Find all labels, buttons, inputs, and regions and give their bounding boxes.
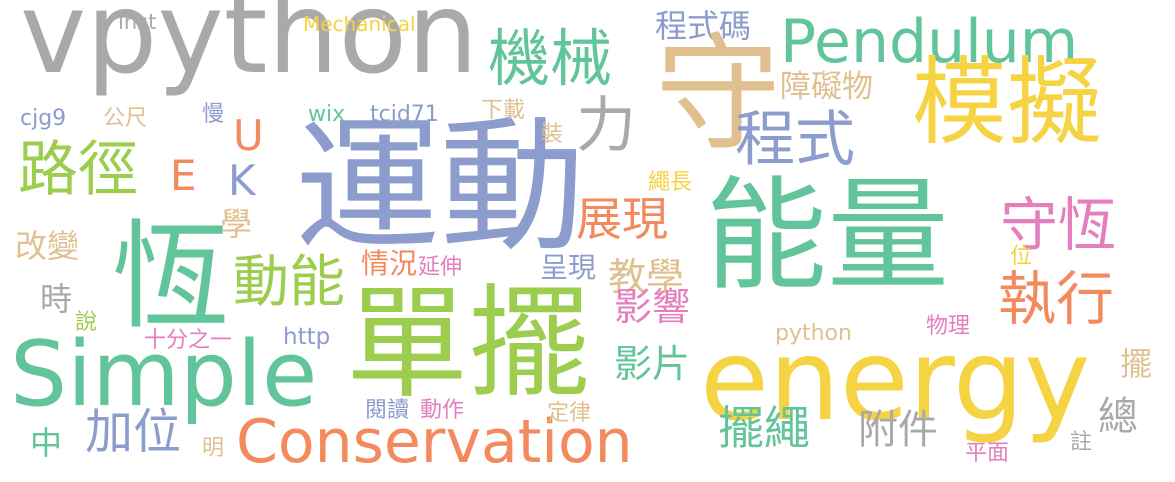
word-cjk-48: 影片 xyxy=(614,342,691,386)
word-cjk-19: 慢 xyxy=(202,102,225,127)
word-cjk-60: 平面 xyxy=(965,441,1010,466)
word-energy: energy xyxy=(700,316,1091,446)
word-cjk-9: 程式 xyxy=(735,105,855,175)
word-cjk-29: 守恆 xyxy=(1000,191,1117,259)
word-cjk-34: 呈現 xyxy=(540,251,597,284)
word-u: U xyxy=(233,111,264,160)
word-cjk-54: 加位 xyxy=(85,404,182,460)
word-cjk-53: 中 xyxy=(30,424,63,462)
word-conservation: Conservation xyxy=(236,407,633,477)
word-mechanical: Mechanical xyxy=(303,12,416,36)
word-cjk-4: 程式碼 xyxy=(655,7,752,45)
word-pendulum: Pendulum xyxy=(780,7,1079,77)
word-cjk-8: 障礙物 xyxy=(780,69,873,105)
word-cjk-37: 時 xyxy=(40,280,73,318)
word-cjk-55: 擺繩 xyxy=(718,401,810,455)
word-cjk-13: 路徑 xyxy=(18,135,138,205)
word-cjk-43: 十分之一 xyxy=(144,328,233,353)
word-cjk-42: 說 xyxy=(75,310,98,335)
word-cjk-24: 繩長 xyxy=(648,170,693,195)
word-cjk-59: 明 xyxy=(202,436,225,461)
word-cjk-12: 能量 xyxy=(705,165,949,307)
word-cjk-10: 力 xyxy=(576,91,636,161)
word-cjk-40: 影響 xyxy=(614,285,691,329)
word-cjk-6: 守 xyxy=(655,21,781,168)
word-wix: wix xyxy=(308,102,346,127)
word-python: python xyxy=(775,321,852,346)
word-cjk-3: 機械 xyxy=(488,22,613,95)
word-cjk-30: 執行 xyxy=(998,265,1115,333)
word-cjk-18: 公尺 xyxy=(103,106,148,131)
word-cjk-35: 教學 xyxy=(608,255,685,299)
word-cjk-31: 動能 xyxy=(233,250,345,315)
word-cjk-51: 動作 xyxy=(420,398,465,423)
word-cjk-25: 恆 xyxy=(112,208,230,345)
word-cjk-26: 改變 xyxy=(15,227,80,265)
word-k: K xyxy=(228,156,256,205)
word-cjk-57: 總 xyxy=(1098,394,1138,440)
word-cjk-46: 物理 xyxy=(926,314,971,339)
word-inst: inst xyxy=(118,10,157,34)
word-http: http xyxy=(283,324,331,350)
word-cjk-7: 模擬 xyxy=(912,48,1103,158)
word-cjk-36: 位 xyxy=(1010,244,1033,269)
word-vpython: vpython xyxy=(20,0,479,99)
word-tcjd71: tcjd71 xyxy=(370,102,439,127)
word-cjk-28: 展現 xyxy=(576,192,668,246)
word-cjk-56: 附件 xyxy=(858,407,938,453)
word-cjk-52: 定律 xyxy=(547,401,592,426)
word-cjk-11: 運動 xyxy=(295,103,585,272)
word-e: E xyxy=(170,151,197,200)
word-cjk-32: 情況 xyxy=(361,247,418,280)
word-cjk-58: 註 xyxy=(1070,430,1093,455)
word-cjk-47: 擺 xyxy=(1120,345,1153,383)
word-cjk-33: 延伸 xyxy=(418,255,463,280)
word-cjk-50: 閱讀 xyxy=(365,398,410,423)
word-cjk-23: 裝 xyxy=(541,122,564,147)
word-simple: Simple xyxy=(10,322,318,427)
word-cjk-22: 下載 xyxy=(481,98,526,123)
word-cjg9: cjg9 xyxy=(20,106,67,131)
word-cjk-27: 學 xyxy=(220,205,253,243)
word-cjk-39: 單擺 xyxy=(346,273,590,415)
